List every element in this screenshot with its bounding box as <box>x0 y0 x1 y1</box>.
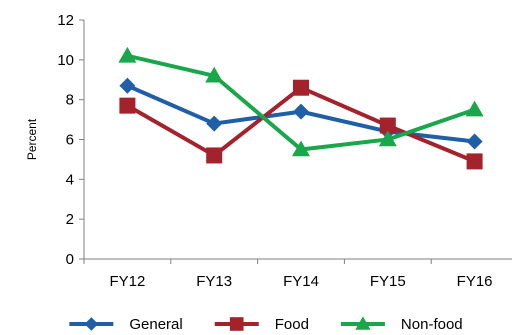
y-tick-label: 4 <box>66 171 74 188</box>
data-point-food <box>466 153 483 170</box>
data-point-food <box>119 97 136 114</box>
x-tick-label: FY12 <box>109 273 145 290</box>
data-point-general <box>206 115 223 132</box>
y-tick-label: 8 <box>66 92 74 109</box>
y-tick-label: 12 <box>57 12 74 29</box>
legend-marker-general <box>84 317 99 331</box>
data-point-general <box>119 77 136 94</box>
series-food <box>119 79 483 170</box>
legend-marker-food <box>229 317 244 331</box>
legend-label-non-food: Non-food <box>401 316 463 333</box>
legend-item-non-food: Non-food <box>340 316 463 333</box>
x-tick-label: FY15 <box>370 273 406 290</box>
y-tick-label: 2 <box>66 211 74 228</box>
legend: General Food Non-food <box>69 316 463 333</box>
y-tick-label: 0 <box>66 251 74 268</box>
axes: 0 2 4 6 8 10 12 FY12 FY13 FY14 FY15 FY16 Percent <box>25 12 512 290</box>
series-non-food <box>118 46 484 157</box>
data-point-non-food <box>378 130 397 147</box>
data-point-food <box>379 117 396 134</box>
y-tick-label: 10 <box>57 52 74 69</box>
legend-item-food: Food <box>214 316 309 333</box>
legend-item-general: General <box>69 316 183 333</box>
x-tick-label: FY13 <box>196 273 232 290</box>
data-point-non-food <box>118 46 137 63</box>
legend-marker-non-food <box>355 316 371 330</box>
data-point-general <box>466 133 483 150</box>
data-point-non-food <box>205 66 224 83</box>
x-tick-label: FY16 <box>457 273 493 290</box>
data-point-food <box>206 147 223 164</box>
data-point-food <box>293 79 309 96</box>
legend-label-general: General <box>129 316 182 333</box>
data-point-non-food <box>292 140 310 157</box>
data-point-general <box>293 103 309 120</box>
y-tick-label: 6 <box>66 132 74 149</box>
legend-label-food: Food <box>275 316 309 333</box>
data-point-non-food <box>465 100 484 117</box>
y-axis-label: Percent <box>25 118 39 160</box>
x-tick-label: FY14 <box>283 273 319 290</box>
series-layer <box>118 46 484 170</box>
